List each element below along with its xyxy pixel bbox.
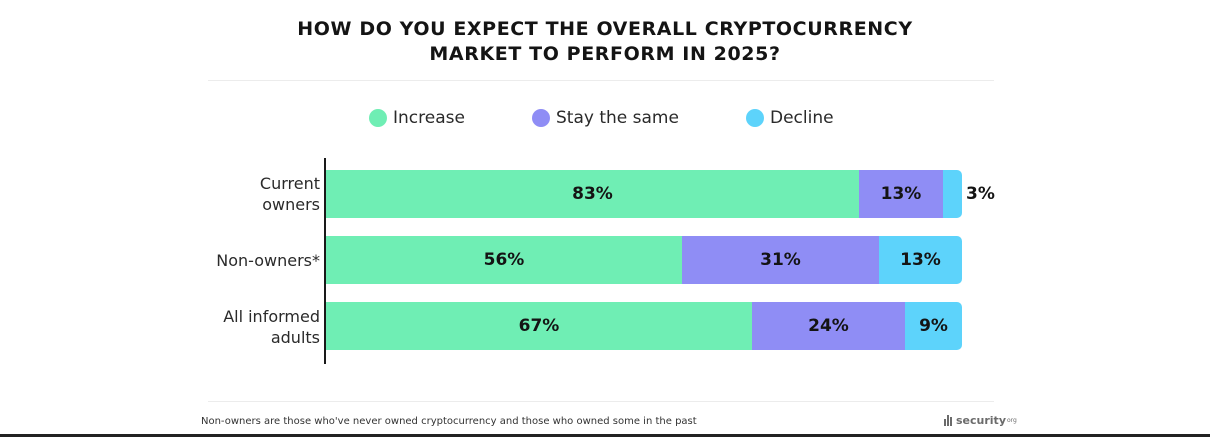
legend-swatch-stay-the-same (532, 109, 550, 127)
legend-swatch-decline (746, 109, 764, 127)
source-logo: security org (944, 414, 1017, 427)
chart-footnote: Non-owners are those who've never owned … (201, 416, 697, 427)
source-logo-suffix: org (1006, 417, 1017, 424)
legend-label-stay-the-same: Stay the same (556, 108, 679, 128)
category-label-line: Non-owners* (216, 251, 320, 270)
data-label-stay-the-same: 13% (880, 184, 922, 204)
bar-segment-increase: 56% (326, 236, 682, 284)
legend-item-increase: Increase (369, 106, 465, 130)
chart-title-line-2: MARKET TO PERFORM IN 2025? (429, 43, 781, 65)
data-label-increase: 67% (518, 316, 560, 336)
chart-title: HOW DO YOU EXPECT THE OVERALL CRYPTOCURR… (0, 17, 1210, 67)
data-label-decline: 9% (919, 316, 948, 336)
category-label-line: All informed (223, 307, 320, 326)
legend-label-increase: Increase (393, 108, 465, 128)
source-logo-text: security (956, 414, 1006, 427)
data-label-increase: 83% (572, 184, 613, 204)
chart-title-line-1: HOW DO YOU EXPECT THE OVERALL CRYPTOCURR… (297, 18, 913, 40)
data-label-decline: 3% (966, 184, 995, 204)
bar-segment-stay-the-same: 31% (682, 236, 879, 284)
bar-segment-stay-the-same: 24% (752, 302, 905, 350)
data-label-decline: 13% (900, 250, 941, 270)
bar-segment-stay-the-same: 13% (859, 170, 943, 218)
bar-segment-increase: 83% (326, 170, 859, 218)
data-label-outside: 3% (966, 170, 995, 218)
legend-item-decline: Decline (746, 106, 834, 130)
title-divider (208, 80, 994, 81)
category-label-line: owners (262, 195, 320, 214)
bar-segment-decline (943, 170, 962, 218)
data-label-stay-the-same: 24% (808, 316, 849, 336)
chart-legend: Increase Stay the same Decline (0, 106, 1210, 130)
bar-segment-decline: 9% (905, 302, 962, 350)
category-label-line: adults (270, 328, 320, 347)
bar-row-non-owners: 56% 31% 13% (326, 236, 962, 284)
category-label-non-owners: Non-owners* (150, 250, 320, 271)
bar-segment-decline: 13% (879, 236, 962, 284)
bar-row-all-informed-adults: 67% 24% 9% (326, 302, 962, 350)
y-axis-line (324, 158, 326, 364)
data-label-stay-the-same: 31% (760, 250, 801, 270)
bar-segment-increase: 67% (326, 302, 752, 350)
legend-item-stay-the-same: Stay the same (532, 106, 679, 130)
security-logo-icon (944, 415, 953, 426)
footer-divider (208, 401, 994, 402)
legend-label-decline: Decline (770, 108, 834, 128)
data-label-increase: 56% (483, 250, 525, 270)
bottom-border (0, 434, 1210, 437)
category-label-current-owners: Current owners (150, 173, 320, 215)
legend-swatch-increase (369, 109, 387, 127)
bar-row-current-owners: 83% 13% 3% (326, 170, 995, 218)
category-label-all-informed-adults: All informed adults (150, 306, 320, 348)
category-label-line: Current (259, 174, 320, 193)
